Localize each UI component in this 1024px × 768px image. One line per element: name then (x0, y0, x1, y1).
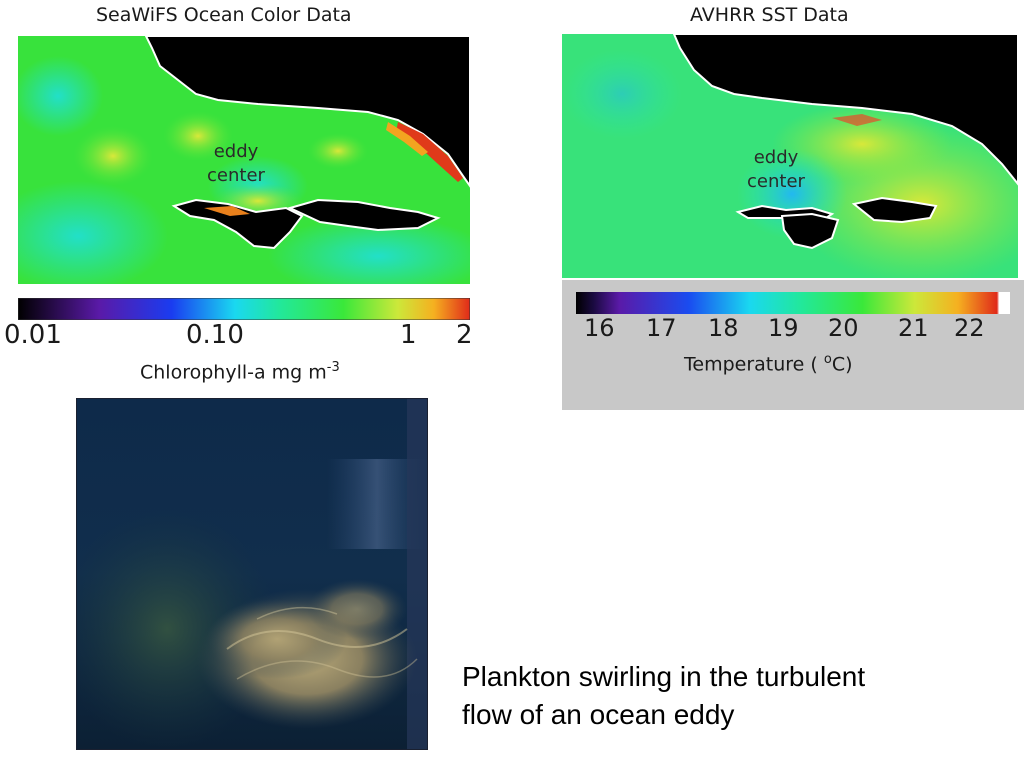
avhrr-tick-5: 21 (898, 314, 929, 342)
seawifs-eddy-label-line1: eddy (213, 141, 259, 162)
seawifs-chlorophyll-map (18, 36, 470, 284)
avhrr-eddy-label-line2: center (747, 171, 805, 192)
avhrr-tick-4: 20 (828, 314, 859, 342)
caption-line2: flow of an ocean eddy (462, 699, 735, 730)
avhrr-unit-label: Temperature ( oC) (684, 352, 853, 375)
seawifs-eddy-center-label: eddy center (196, 140, 276, 188)
seawifs-tick-2: 1 (400, 320, 417, 350)
seawifs-colorbar (17, 297, 471, 321)
avhrr-unit-text: Temperature ( (684, 353, 824, 376)
avhrr-eddy-center-label: eddy center (736, 146, 816, 194)
seawifs-unit-label: Chlorophyll-a mg m-3 (140, 360, 340, 383)
seawifs-eddy-label-line2: center (207, 165, 265, 186)
seawifs-tick-3: 2 (456, 320, 473, 350)
avhrr-unit-suffix: C) (831, 353, 853, 376)
seawifs-tick-1: 0.10 (186, 320, 244, 350)
avhrr-tick-2: 18 (708, 314, 739, 342)
avhrr-eddy-label-line1: eddy (753, 147, 799, 168)
plankton-eddy-photo (76, 398, 428, 750)
avhrr-unit-degree: o (823, 352, 832, 367)
avhrr-sst-map (562, 34, 1018, 278)
avhrr-tick-1: 17 (646, 314, 677, 342)
caption: Plankton swirling in the turbulent flow … (462, 658, 1002, 734)
seawifs-unit-text: Chlorophyll-a mg m (140, 361, 327, 384)
avhrr-tick-0: 16 (584, 314, 615, 342)
avhrr-title: AVHRR SST Data (690, 4, 849, 26)
avhrr-colorbar (576, 292, 1010, 314)
seawifs-tick-0: 0.01 (4, 320, 62, 350)
seawifs-unit-exponent: -3 (326, 360, 340, 375)
avhrr-tick-3: 19 (768, 314, 799, 342)
avhrr-tick-6: 22 (954, 314, 985, 342)
caption-line1: Plankton swirling in the turbulent (462, 661, 866, 692)
seawifs-title: SeaWiFS Ocean Color Data (96, 4, 352, 26)
